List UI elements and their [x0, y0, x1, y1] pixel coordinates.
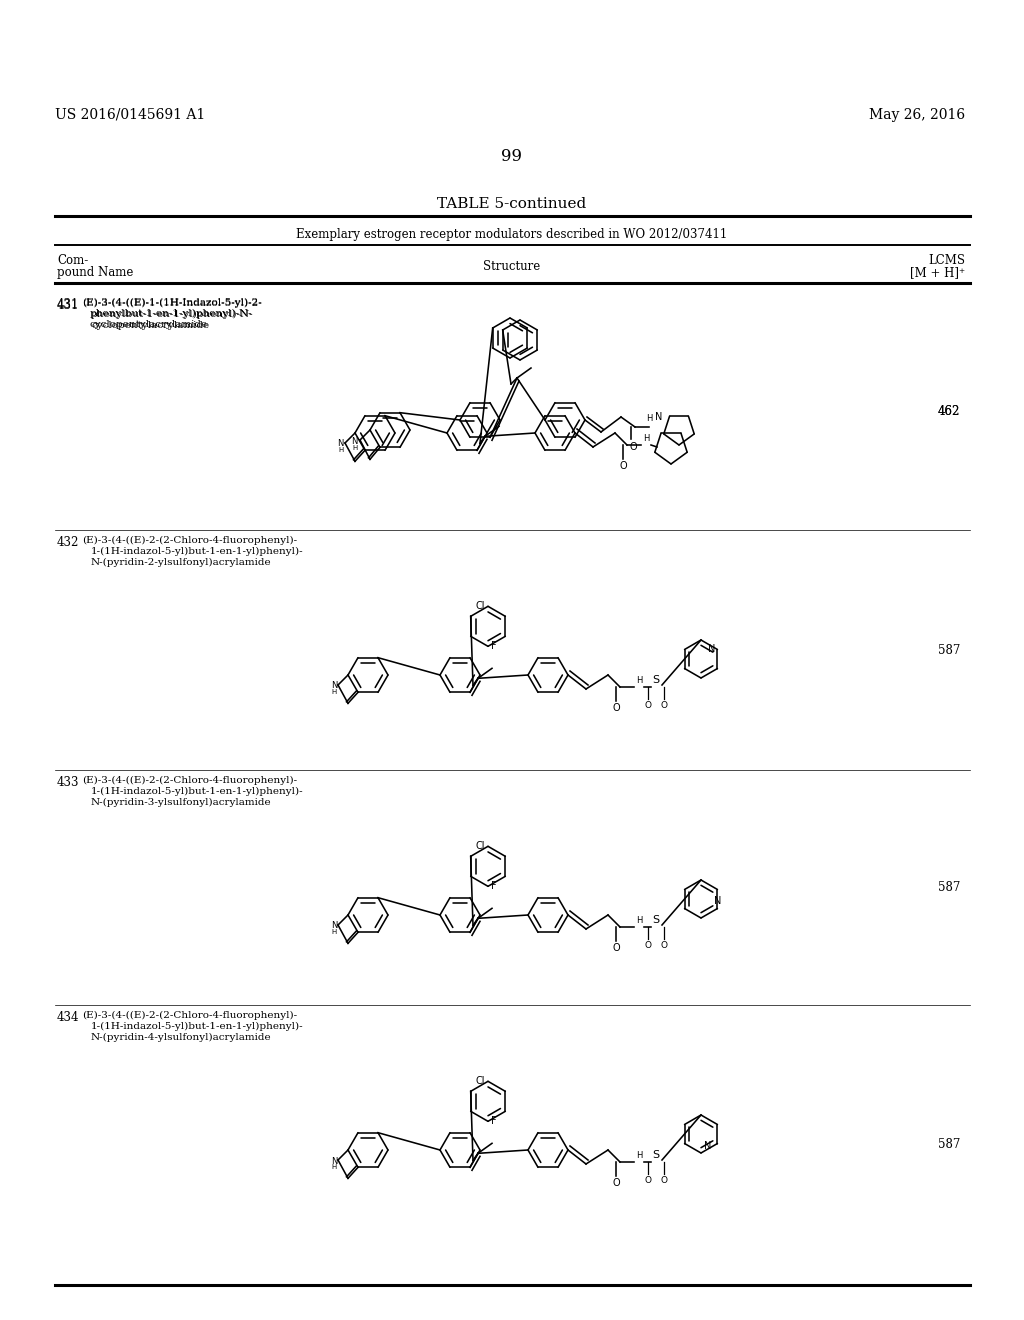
Text: 587: 587: [938, 644, 961, 656]
Text: cyclopentylacrylamide: cyclopentylacrylamide: [91, 321, 209, 330]
Text: H: H: [636, 1151, 642, 1160]
Text: H: H: [352, 445, 358, 451]
Text: N: N: [338, 440, 344, 449]
Text: N: N: [655, 412, 663, 422]
Text: O: O: [612, 704, 620, 713]
Text: O: O: [660, 941, 668, 950]
Text: N: N: [351, 437, 358, 446]
Text: 431: 431: [57, 300, 80, 312]
Text: O: O: [660, 701, 668, 710]
Text: 1-(1H-indazol-5-yl)but-1-en-1-yl)phenyl)-: 1-(1H-indazol-5-yl)but-1-en-1-yl)phenyl)…: [91, 546, 304, 556]
Text: N-(pyridin-4-ylsulfonyl)acrylamide: N-(pyridin-4-ylsulfonyl)acrylamide: [91, 1034, 271, 1041]
Text: 432: 432: [57, 536, 80, 549]
Text: O: O: [612, 942, 620, 953]
Text: 587: 587: [938, 1138, 961, 1151]
Text: O: O: [644, 1176, 651, 1185]
Text: H: H: [636, 916, 642, 925]
Text: F: F: [490, 642, 497, 651]
Text: (E)-3-(4-((E)-1-(1H-Indazol-5-yl)-2-: (E)-3-(4-((E)-1-(1H-Indazol-5-yl)-2-: [82, 300, 262, 308]
Text: [M + H]⁺: [M + H]⁺: [910, 267, 965, 279]
Text: 431: 431: [57, 298, 80, 312]
Text: (E)-3-(4-((E)-2-(2-Chloro-4-fluorophenyl)-: (E)-3-(4-((E)-2-(2-Chloro-4-fluorophenyl…: [82, 1011, 297, 1020]
Text: S: S: [652, 675, 659, 685]
Text: S: S: [652, 1150, 659, 1160]
Text: N: N: [331, 681, 337, 690]
Text: LCMS: LCMS: [928, 253, 965, 267]
Text: O: O: [644, 701, 651, 710]
Text: H: H: [339, 447, 344, 453]
Text: N: N: [714, 895, 721, 906]
Text: 462: 462: [938, 405, 961, 418]
Text: (E)-3-(4-((E)-2-(2-Chloro-4-fluorophenyl)-: (E)-3-(4-((E)-2-(2-Chloro-4-fluorophenyl…: [82, 776, 297, 785]
Text: O: O: [660, 1176, 668, 1185]
Text: O: O: [620, 461, 627, 471]
Text: N: N: [705, 1140, 712, 1151]
Text: cyclopentylacrylamide: cyclopentylacrylamide: [90, 319, 208, 329]
Text: Com-: Com-: [57, 253, 88, 267]
Text: May 26, 2016: May 26, 2016: [869, 108, 965, 121]
Text: 462: 462: [938, 405, 961, 418]
Text: 99: 99: [502, 148, 522, 165]
Text: (E)-3-(4-((E)-1-(1H-Indazol-5-yl)-2-: (E)-3-(4-((E)-1-(1H-Indazol-5-yl)-2-: [82, 298, 262, 308]
Text: pound Name: pound Name: [57, 267, 133, 279]
Text: Cl: Cl: [475, 841, 485, 851]
Text: 1-(1H-indazol-5-yl)but-1-en-1-yl)phenyl)-: 1-(1H-indazol-5-yl)but-1-en-1-yl)phenyl)…: [91, 1022, 304, 1031]
Text: Exemplary estrogen receptor modulators described in WO 2012/037411: Exemplary estrogen receptor modulators d…: [296, 228, 728, 242]
Text: H: H: [332, 1164, 337, 1170]
Text: S: S: [652, 915, 659, 925]
Text: N-(pyridin-2-ylsulfonyl)acrylamide: N-(pyridin-2-ylsulfonyl)acrylamide: [91, 558, 271, 568]
Text: N: N: [331, 1156, 337, 1166]
Text: H: H: [643, 434, 649, 444]
Text: Cl: Cl: [475, 1076, 485, 1086]
Text: 433: 433: [57, 776, 80, 789]
Text: N: N: [708, 644, 716, 655]
Text: Structure: Structure: [483, 260, 541, 273]
Text: phenylbut-1-en-1-yl)phenyl)-N-: phenylbut-1-en-1-yl)phenyl)-N-: [91, 310, 254, 319]
Text: O: O: [629, 442, 637, 451]
Text: (E)-3-(4-((E)-2-(2-Chloro-4-fluorophenyl)-: (E)-3-(4-((E)-2-(2-Chloro-4-fluorophenyl…: [82, 536, 297, 545]
Text: Cl: Cl: [475, 602, 485, 611]
Text: 1-(1H-indazol-5-yl)but-1-en-1-yl)phenyl)-: 1-(1H-indazol-5-yl)but-1-en-1-yl)phenyl)…: [91, 787, 304, 796]
Text: phenylbut-1-en-1-yl)phenyl)-N-: phenylbut-1-en-1-yl)phenyl)-N-: [90, 309, 253, 318]
Text: H: H: [646, 414, 652, 422]
Text: 434: 434: [57, 1011, 80, 1024]
Text: TABLE 5-continued: TABLE 5-continued: [437, 197, 587, 211]
Text: N: N: [331, 921, 337, 931]
Text: F: F: [490, 1117, 497, 1126]
Text: H: H: [636, 676, 642, 685]
Text: O: O: [612, 1177, 620, 1188]
Text: 587: 587: [938, 880, 961, 894]
Text: US 2016/0145691 A1: US 2016/0145691 A1: [55, 108, 205, 121]
Text: H: H: [332, 689, 337, 696]
Text: H: H: [332, 929, 337, 935]
Text: F: F: [490, 882, 497, 891]
Text: N-(pyridin-3-ylsulfonyl)acrylamide: N-(pyridin-3-ylsulfonyl)acrylamide: [91, 799, 271, 807]
Text: O: O: [644, 941, 651, 950]
